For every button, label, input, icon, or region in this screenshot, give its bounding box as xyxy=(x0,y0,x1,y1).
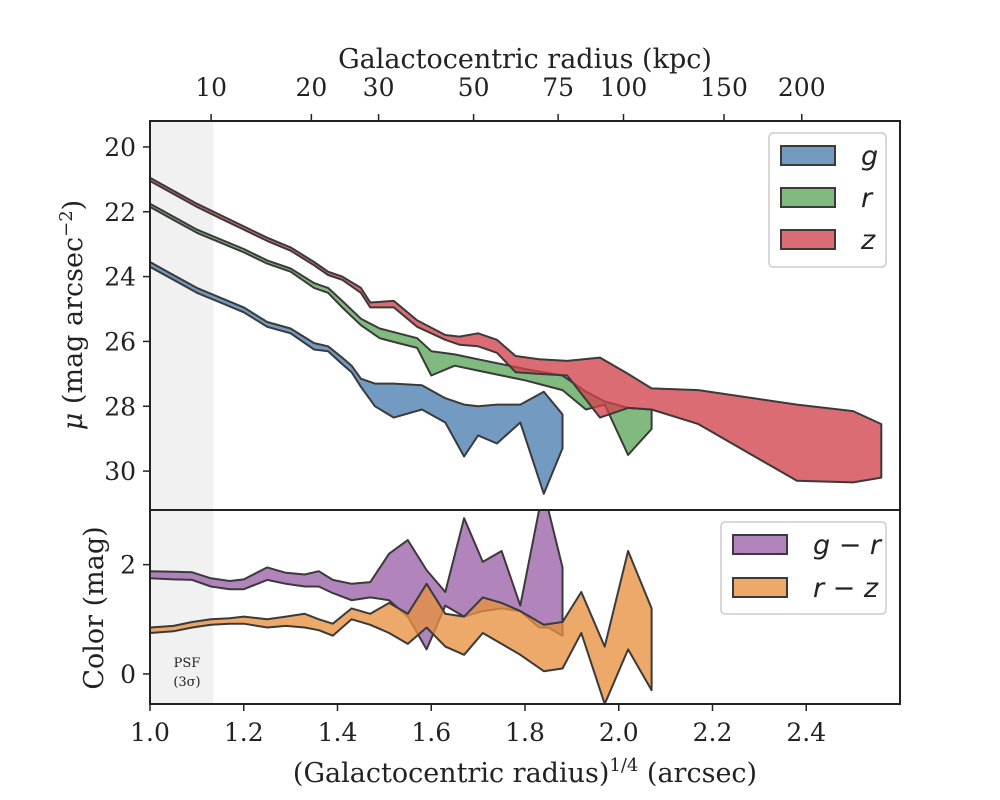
top-y-tick-label: 26 xyxy=(104,327,136,356)
top-y-tick-label: 30 xyxy=(104,457,136,486)
bottom-panel-areas xyxy=(150,510,653,704)
top-panel-areas xyxy=(150,176,883,495)
legend-label-r-z: r − z xyxy=(813,573,879,604)
kpc-tick-label: 100 xyxy=(600,73,648,102)
top-legend-items: grz xyxy=(780,141,878,256)
top-y-axis-label: μ (mag arcsec−2) xyxy=(56,200,89,430)
bot-areas-clip xyxy=(150,510,653,704)
bottom-x-tick-label: 1.2 xyxy=(224,718,264,747)
band-r xyxy=(150,202,653,456)
bottom-x-tick-label: 1.6 xyxy=(411,718,451,747)
legend-label-r: r xyxy=(861,183,874,214)
top-axis-label: Galactocentric radius (kpc) xyxy=(338,44,712,75)
legend-label-z: z xyxy=(860,225,876,256)
bottom-x-tick-label: 2.0 xyxy=(599,718,639,747)
bottom-y-tick-label: 2 xyxy=(120,551,136,580)
psf-label-line1: PSF xyxy=(174,656,201,671)
bottom-panel: 02 1.0 1.2 1.4 1.6 1.8 2.0 2.2 2.4 PSF (3σ) Col… xyxy=(79,509,901,789)
top-legend: grz xyxy=(768,132,887,268)
bottom-x-tick-label: 1.0 xyxy=(130,718,170,747)
bottom-y-axis-label: Color (mag) xyxy=(79,526,110,689)
top-y-tick-label: 22 xyxy=(104,198,136,227)
top-areas-clip xyxy=(150,176,883,495)
legend-swatch-r xyxy=(780,187,836,208)
band-z xyxy=(150,176,883,484)
legend-label-g: g xyxy=(861,141,878,172)
kpc-tick-label: 30 xyxy=(363,73,395,102)
legend-swatch-g xyxy=(780,145,836,166)
kpc-tick-label: 200 xyxy=(778,73,826,102)
top-y-tick-label: 28 xyxy=(104,392,136,421)
bottom-x-tick-label: 2.2 xyxy=(693,718,733,747)
legend-label-g-r: g − r xyxy=(813,530,883,561)
bottom-x-ticks: 1.0 1.2 1.4 1.6 1.8 2.0 2.2 2.4 xyxy=(130,704,826,747)
kpc-tick-label: 10 xyxy=(195,73,227,102)
band-r-z xyxy=(150,550,653,704)
bottom-legend: g − r r − z xyxy=(720,521,887,615)
top-y-tick-label: 20 xyxy=(104,133,136,162)
bottom-y-ticks: 02 xyxy=(120,551,150,689)
bottom-y-tick-label: 0 xyxy=(120,660,136,689)
legend-swatch-g-r xyxy=(732,534,788,555)
psf-shade-top xyxy=(150,121,214,510)
bottom-x-axis-label: (Galactocentric radius)1/4 (arcsec) xyxy=(293,755,757,789)
top-y-tick-label: 24 xyxy=(104,263,136,292)
legend-swatch-z xyxy=(780,229,836,250)
kpc-tick-label: 75 xyxy=(542,73,574,102)
legend-swatch-r-z xyxy=(732,577,788,598)
bottom-x-tick-label: 2.4 xyxy=(786,718,826,747)
bottom-legend-items: g − r r − z xyxy=(732,530,883,604)
top-kpc-ticks: 10 20 30 50 75 100 150 200 xyxy=(195,73,826,121)
bottom-x-tick-label: 1.4 xyxy=(318,718,358,747)
kpc-tick-label: 20 xyxy=(295,73,327,102)
psf-label-line2: (3σ) xyxy=(173,675,200,690)
kpc-tick-label: 50 xyxy=(458,73,490,102)
top-panel: 20 22 24 26 28 30 10 20 30 50 75 100 150 200 Galacto… xyxy=(56,44,901,511)
kpc-tick-label: 150 xyxy=(700,73,748,102)
top-y-ticks: 20 22 24 26 28 30 xyxy=(104,133,150,486)
psf-shade-bottom xyxy=(150,510,214,704)
bottom-x-tick-label: 1.8 xyxy=(505,718,545,747)
band-g xyxy=(150,261,564,495)
